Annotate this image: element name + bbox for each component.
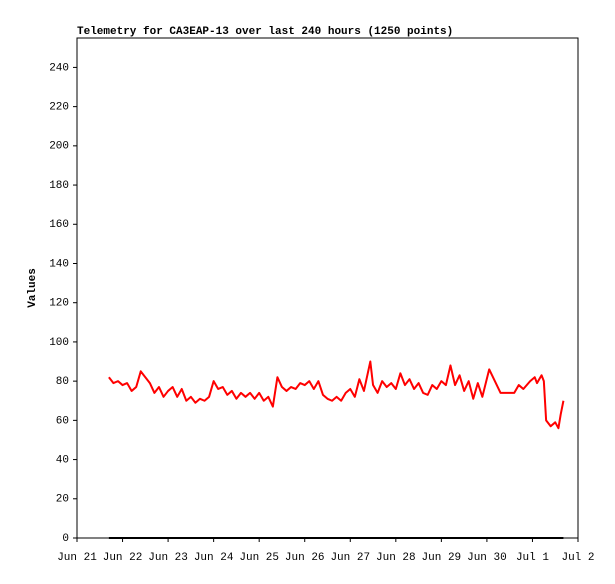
y-tick-label: 100 bbox=[49, 337, 69, 349]
y-tick-label: 160 bbox=[49, 219, 69, 231]
y-tick-label: 180 bbox=[49, 180, 69, 192]
y-tick-label: 20 bbox=[56, 494, 69, 506]
y-tick-label: 140 bbox=[49, 258, 69, 270]
chart-title: Telemetry for CA3EAP-13 over last 240 ho… bbox=[77, 26, 453, 38]
x-tick-label: Jun 22 bbox=[103, 552, 143, 564]
y-tick-label: 120 bbox=[49, 298, 69, 310]
y-tick-label: 60 bbox=[56, 415, 69, 427]
x-tick-label: Jun 23 bbox=[148, 552, 188, 564]
y-tick-label: 240 bbox=[49, 62, 69, 74]
y-tick-label: 40 bbox=[56, 454, 69, 466]
x-tick-label: Jun 21 bbox=[57, 552, 97, 564]
x-tick-label: Jun 26 bbox=[285, 552, 325, 564]
x-tick-label: Jul 2 bbox=[561, 552, 594, 564]
x-tick-label: Jun 27 bbox=[330, 552, 370, 564]
x-tick-label: Jun 30 bbox=[467, 552, 507, 564]
y-tick-label: 220 bbox=[49, 102, 69, 114]
x-tick-label: Jul 1 bbox=[516, 552, 549, 564]
x-tick-label: Jun 28 bbox=[376, 552, 416, 564]
plot-frame bbox=[76, 37, 579, 539]
y-tick-label: 0 bbox=[62, 533, 69, 545]
x-tick-label: Jun 24 bbox=[194, 552, 234, 564]
x-tick-label: Jun 25 bbox=[239, 552, 279, 564]
data-line bbox=[108, 360, 565, 430]
y-tick-label: 200 bbox=[49, 141, 69, 153]
y-axis-label: Values bbox=[27, 268, 39, 308]
x-tick-label: Jun 29 bbox=[422, 552, 462, 564]
y-tick-label: 80 bbox=[56, 376, 69, 388]
